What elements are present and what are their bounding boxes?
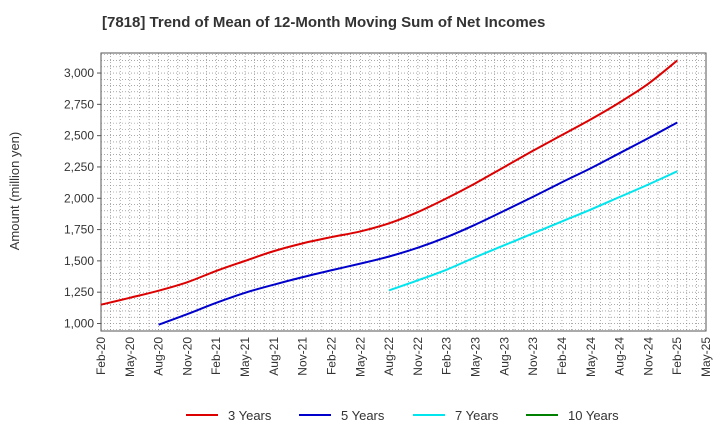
y-tick-label: 2,250 [64, 160, 94, 174]
legend: 3 Years 5 Years 7 Years 10 Years [0, 405, 720, 425]
x-tick-label: May-20 [123, 337, 137, 377]
legend-swatch [413, 414, 445, 416]
y-tick-label: 2,000 [64, 191, 94, 205]
x-tick-label: May-23 [469, 337, 483, 377]
legend-swatch [526, 414, 558, 416]
y-tick-label: 2,500 [64, 129, 94, 143]
legend-swatch [186, 414, 218, 416]
legend-item-7-years: 7 Years [413, 405, 498, 425]
x-tick-label: Feb-25 [670, 337, 684, 375]
legend-item-10-years: 10 Years [526, 405, 619, 425]
legend-label: 10 Years [568, 407, 619, 423]
x-axis-ticks: Feb-20 May-20 Aug-20 Nov-20 Feb-21 May-21 Aug-… [94, 337, 713, 377]
x-tick-label: Feb-23 [440, 337, 454, 375]
legend-label: 3 Years [228, 407, 272, 423]
x-tick-label: Nov-20 [180, 337, 194, 376]
y-tick-label: 3,000 [64, 66, 94, 80]
legend-item-5-years: 5 Years [299, 405, 384, 425]
legend-label: 7 Years [455, 407, 499, 423]
series-line-3-years [100, 59, 678, 306]
legend-item-3-years: 3 Years [186, 405, 271, 425]
x-tick-label: Nov-24 [641, 337, 655, 376]
y-tick-label: 1,750 [64, 223, 94, 237]
x-tick-label: May-24 [584, 337, 598, 377]
x-tick-label: Aug-24 [613, 337, 627, 376]
x-tick-label: Nov-21 [296, 337, 310, 376]
y-axis-title: Amount (million yen) [7, 132, 22, 251]
x-tick-label: Aug-23 [497, 337, 511, 376]
x-tick-label: Nov-23 [526, 337, 540, 376]
y-tick-label: 1,000 [64, 316, 94, 330]
series-line-5-years [158, 121, 678, 326]
series-line-7-years [388, 170, 678, 292]
x-tick-label: May-21 [238, 337, 252, 377]
chart-title: [7818] Trend of Mean of 12-Month Moving … [102, 14, 546, 31]
x-tick-label: Feb-21 [209, 337, 223, 375]
legend-label: 5 Years [341, 407, 385, 423]
x-tick-label: Feb-22 [324, 337, 338, 375]
x-tick-label: Aug-22 [382, 337, 396, 376]
y-axis-ticks: 1,000 1,250 1,500 1,750 2,000 2,250 2,500 2,750… [64, 66, 101, 330]
x-tick-label: May-22 [353, 337, 367, 377]
x-tick-label: Aug-20 [152, 337, 166, 376]
x-tick-label: Feb-20 [94, 337, 108, 375]
y-tick-label: 2,750 [64, 97, 94, 111]
legend-swatch [299, 414, 331, 416]
x-tick-label: Feb-24 [555, 337, 569, 375]
x-tick-label: Aug-21 [267, 337, 281, 376]
x-tick-label: Nov-22 [411, 337, 425, 376]
series-lines [100, 59, 678, 326]
y-tick-label: 1,500 [64, 254, 94, 268]
x-tick-label: May-25 [699, 337, 713, 377]
y-tick-label: 1,250 [64, 285, 94, 299]
